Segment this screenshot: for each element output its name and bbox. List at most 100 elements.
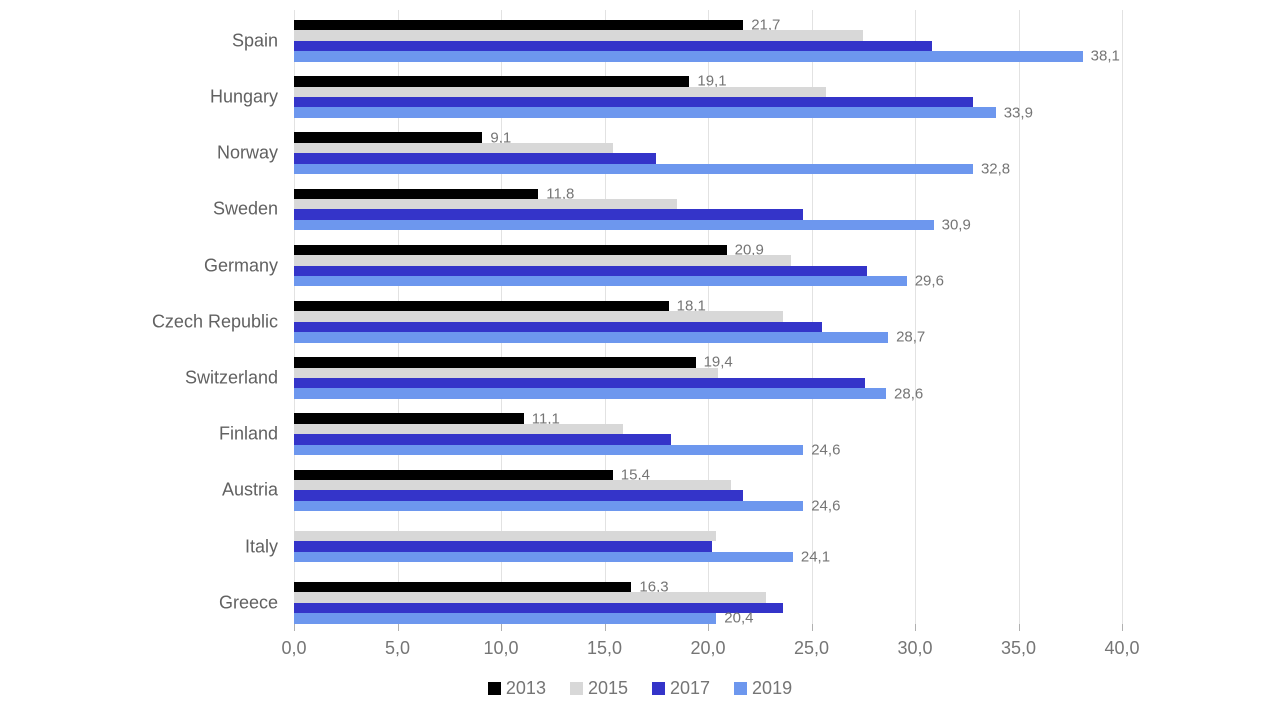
bar-2015-spain [294, 30, 864, 41]
bar-2013-germany [294, 244, 727, 256]
bar-value-label: 21,7 [751, 16, 781, 34]
bar-2015-switzerland [294, 367, 719, 378]
legend-item-2019: 2019 [734, 678, 792, 699]
legend-label: 2017 [670, 678, 711, 698]
bar-value-label: 30,9 [941, 216, 971, 234]
category-label: Czech Republic [151, 311, 278, 332]
axis-tick [397, 624, 399, 631]
category-label: Hungary [209, 86, 278, 107]
axis-tick-label: 30,0 [897, 638, 933, 658]
bar-2019-greece [294, 613, 717, 624]
bar-2017-finland [294, 434, 671, 445]
bar-2013-norway [294, 132, 483, 143]
bar-2015-hungary [294, 86, 826, 97]
bar-2015-austria [294, 480, 731, 491]
bar-2017-italy [294, 541, 713, 552]
bar-2013-switzerland [294, 357, 696, 368]
category-label: Italy [244, 536, 278, 557]
category-label: Spain [231, 30, 278, 51]
axis-tick-label: 0,0 [281, 638, 307, 658]
bar-2017-spain [294, 40, 932, 52]
category-label: Austria [221, 479, 278, 500]
bar-value-label: 16,3 [639, 578, 669, 596]
bar-value-label: 20,9 [734, 241, 764, 259]
legend-swatch-icon [734, 682, 748, 695]
bar-2015-norway [294, 142, 613, 154]
bar-2015-finland [294, 423, 624, 435]
gridline [915, 10, 916, 624]
bar-value-label: 20,4 [724, 609, 754, 627]
legend-label: 2019 [752, 678, 793, 698]
category-label: Sweden [212, 198, 278, 219]
bar-value-label: 24,6 [811, 497, 841, 515]
bar-value-label: 15,4 [620, 466, 650, 484]
bar-value-label: 33,9 [1003, 104, 1033, 122]
bar-2017-germany [294, 265, 868, 276]
bar-value-label: 19,4 [703, 353, 733, 371]
category-label: Finland [218, 423, 278, 444]
bar-2013-finland [294, 413, 524, 424]
bar-value-label: 28,6 [894, 385, 924, 403]
axis-tick [294, 624, 295, 631]
bar-value-label: 32,8 [980, 160, 1011, 178]
category-label: Germany [203, 255, 278, 276]
gridline [1122, 10, 1123, 624]
bar-2017-sweden [294, 209, 804, 220]
bar-2013-czech-republic [294, 301, 669, 312]
legend: 2013 2015 2017 2019 [0, 678, 1280, 699]
bar-2013-hungary [294, 76, 690, 87]
bar-2019-switzerland [294, 388, 887, 399]
bar-value-label: 11,8 [546, 185, 575, 203]
axis-tick [1122, 624, 1123, 631]
axis-tick-label: 15,0 [586, 638, 623, 658]
bar-2013-spain [294, 20, 744, 31]
legend-label: 2013 [505, 678, 546, 698]
bar-2017-norway [294, 153, 657, 164]
axis-tick [501, 624, 502, 631]
bar-value-label: 29,6 [914, 272, 944, 290]
bar-2017-czech-republic [294, 321, 822, 333]
axis-tick [708, 624, 709, 631]
category-label: Switzerland [184, 367, 278, 388]
bar-2019-hungary [294, 107, 996, 118]
legend-item-2013: 2013 [487, 678, 546, 699]
axis-tick [811, 624, 813, 631]
legend-label: 2015 [587, 678, 628, 698]
bar-2019-sweden [294, 219, 934, 231]
bar-value-label: 18,1 [676, 297, 706, 315]
gridline [811, 10, 813, 624]
category-label: Greece [218, 592, 278, 613]
bar-value-label: 9,1 [490, 129, 512, 147]
bar-2019-czech-republic [294, 332, 889, 343]
gridline [1018, 10, 1020, 624]
bar-2017-hungary [294, 97, 973, 108]
bar-2013-austria [294, 469, 613, 480]
axis-tick [915, 624, 916, 631]
legend-swatch-icon [652, 682, 665, 695]
bar-2019-germany [294, 276, 907, 287]
bar-value-label: 11,1 [531, 410, 560, 428]
legend-swatch-icon [487, 682, 501, 695]
axis-tick [1018, 624, 1020, 631]
bar-2019-spain [294, 51, 1083, 62]
bar-value-label: 24,1 [800, 548, 831, 566]
axis-tick-label: 5,0 [384, 638, 411, 658]
bar-2017-switzerland [294, 378, 866, 389]
axis-tick-label: 35,0 [1000, 638, 1037, 658]
bar-2019-norway [294, 163, 973, 174]
bar-2015-germany [294, 255, 791, 266]
axis-tick-label: 10,0 [483, 638, 519, 658]
axis-tick-label: 40,0 [1104, 638, 1140, 658]
bar-2017-austria [294, 490, 744, 501]
bar-2019-italy [294, 551, 793, 563]
legend-swatch-icon [569, 682, 583, 695]
category-label: Norway [216, 142, 278, 163]
bar-value-label: 38,1 [1090, 47, 1120, 65]
axis-tick-label: 25,0 [793, 638, 830, 658]
bar-value-label: 19,1 [697, 72, 727, 90]
bar-2017-greece [294, 602, 783, 614]
axis-tick [604, 624, 606, 631]
bar-2015-greece [294, 592, 766, 603]
bar-2019-austria [294, 500, 804, 512]
